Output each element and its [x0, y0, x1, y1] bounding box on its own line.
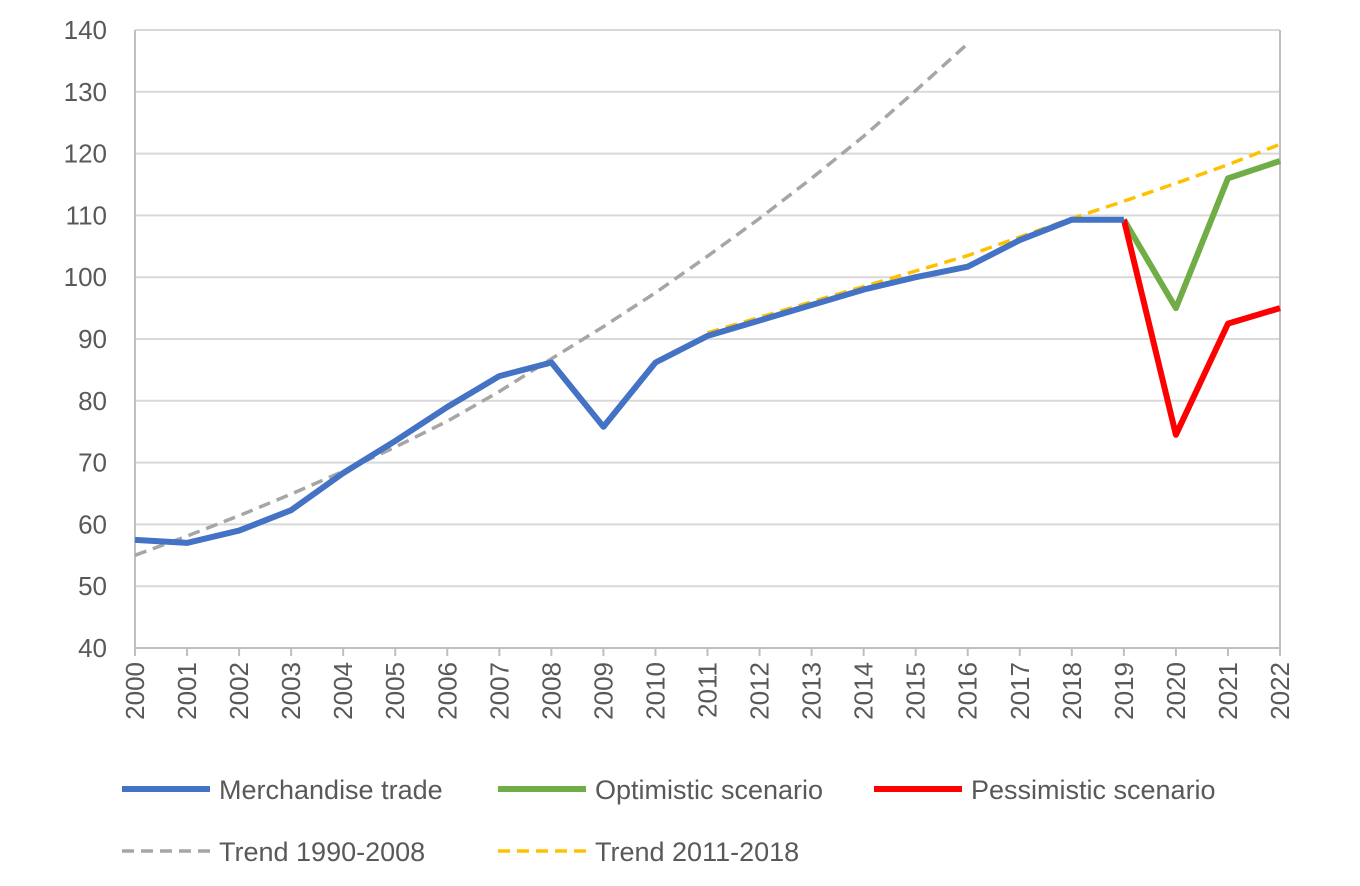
legend-label-pessimistic-scenario: Pessimistic scenario	[971, 775, 1216, 805]
series-line-trend-1990-2008	[134, 42, 969, 557]
legend-label-optimistic-scenario: Optimistic scenario	[595, 775, 823, 805]
y-tick-label-70: 70	[78, 448, 107, 478]
series-line-trend-2011-2018	[707, 142, 1281, 335]
x-tick-label-2010: 2010	[640, 662, 670, 720]
x-tick-label-2002: 2002	[224, 662, 254, 720]
x-tick-label-2003: 2003	[276, 662, 306, 720]
legend-label-trend-1990-2008: Trend 1990-2008	[219, 837, 425, 867]
x-tick-label-2005: 2005	[380, 662, 410, 720]
series-line-pessimistic-scenario	[1120, 218, 1281, 438]
x-tick-label-2000: 2000	[120, 662, 150, 720]
x-tick-label-2017: 2017	[1005, 662, 1035, 720]
x-tick-label-2018: 2018	[1057, 662, 1087, 720]
y-tick-label-60: 60	[78, 509, 107, 539]
series-line-optimistic-scenario	[1121, 158, 1281, 312]
x-tick-label-2011: 2011	[693, 662, 723, 718]
x-axis: 2000 2001 2002 2003 2004 2005 2006 2007 2008 2009…	[120, 648, 1295, 720]
x-tick-label-2021: 2021	[1213, 662, 1243, 720]
x-tick-label-2019: 2019	[1109, 662, 1139, 720]
y-tick-label-80: 80	[78, 386, 107, 416]
y-tick-label-140: 140	[64, 15, 107, 45]
x-tick-label-2020: 2020	[1161, 662, 1191, 720]
legend: Merchandise trade Optimistic scenario Pess…	[122, 775, 1216, 867]
x-tick-label-2001: 2001	[172, 662, 202, 720]
y-tick-label-120: 120	[64, 139, 107, 169]
x-tick-label-2022: 2022	[1265, 662, 1295, 720]
series-lines	[134, 42, 1281, 557]
y-tick-label-90: 90	[78, 324, 107, 354]
x-tick-label-2014: 2014	[849, 662, 879, 720]
legend-label-merchandise-trade: Merchandise trade	[219, 775, 443, 805]
y-tick-label-100: 100	[64, 262, 107, 292]
x-tick-label-2009: 2009	[588, 662, 618, 720]
x-tick-label-2007: 2007	[484, 662, 514, 720]
y-axis: 40 50 60 70 80 90 100 110 120 130 140	[64, 15, 107, 663]
x-tick-label-2015: 2015	[901, 662, 931, 720]
x-tick-label-2004: 2004	[328, 662, 358, 720]
x-tick-label-2016: 2016	[953, 662, 983, 720]
y-tick-label-130: 130	[64, 77, 107, 107]
x-tick-label-2008: 2008	[536, 662, 566, 720]
y-tick-label-50: 50	[78, 571, 107, 601]
x-tick-label-2013: 2013	[797, 662, 827, 720]
legend-label-trend-2011-2018: Trend 2011-2018	[595, 837, 799, 867]
x-tick-label-2006: 2006	[432, 662, 462, 720]
y-tick-label-110: 110	[66, 200, 107, 230]
y-tick-label-40: 40	[78, 633, 107, 663]
x-tick-label-2012: 2012	[745, 662, 775, 720]
series-line-merchandise-trade	[134, 216, 1124, 546]
